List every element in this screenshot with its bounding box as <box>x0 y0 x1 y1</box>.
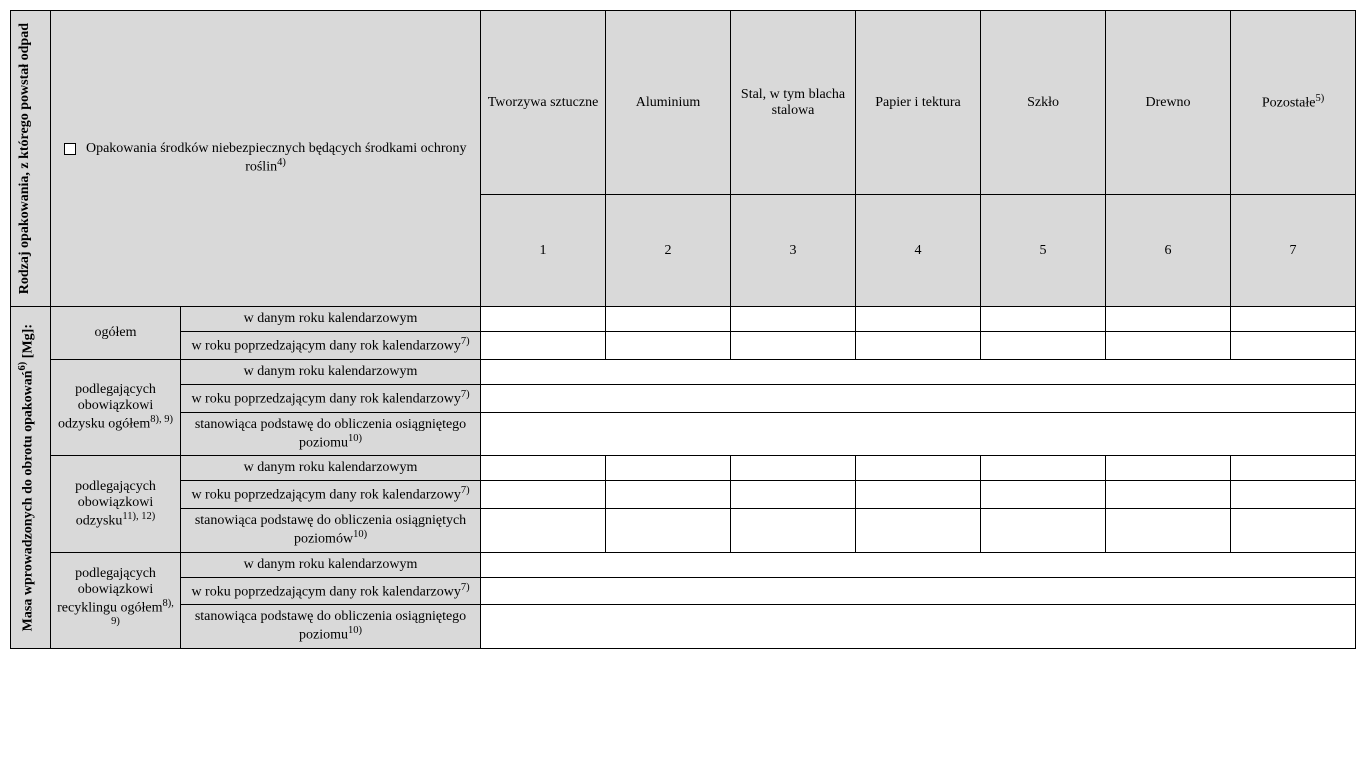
material-num-3: 3 <box>731 195 856 307</box>
material-num-5: 5 <box>981 195 1106 307</box>
period-label: w roku poprzedzającym dany rok kalendarz… <box>181 481 481 509</box>
material-header-6: Drewno <box>1106 11 1231 195</box>
material-header-4: Papier i tektura <box>856 11 981 195</box>
material-header-1: Tworzywa sztuczne <box>481 11 606 195</box>
data-cell-merged[interactable] <box>481 605 1356 649</box>
data-cell[interactable] <box>856 332 981 360</box>
group-label-recyklingu-ogolem: podlegających obowiązkowi recyklingu ogó… <box>51 552 181 648</box>
data-cell[interactable] <box>731 332 856 360</box>
side-header-packaging-type: Rodzaj opakowania, z którego powstał odp… <box>11 11 51 307</box>
data-cell-merged[interactable] <box>481 552 1356 577</box>
data-cell[interactable] <box>1106 508 1231 552</box>
checkbox-icon[interactable] <box>64 143 76 155</box>
title-sup: 4) <box>277 157 286 168</box>
data-cell-merged[interactable] <box>481 412 1356 456</box>
period-label: w danym roku kalendarzowym <box>181 552 481 577</box>
period-label: w danym roku kalendarzowym <box>181 307 481 332</box>
material-num-4: 4 <box>856 195 981 307</box>
data-cell[interactable] <box>606 456 731 481</box>
data-cell[interactable] <box>606 508 731 552</box>
data-cell[interactable] <box>856 508 981 552</box>
group-label-odzysku: podlegających obowiązkowi odzysku11), 12… <box>51 456 181 552</box>
material-num-6: 6 <box>1106 195 1231 307</box>
material-header-3: Stal, w tym blacha stalowa <box>731 11 856 195</box>
period-label: stanowiąca podstawę do obliczenia osiągn… <box>181 508 481 552</box>
material-header-7: Pozostałe5) <box>1231 11 1356 195</box>
side-header-mass: Masa wprowadzonych do obrotu opakowań6) … <box>11 307 51 649</box>
data-cell-merged[interactable] <box>481 359 1356 384</box>
data-cell[interactable] <box>856 481 981 509</box>
data-cell[interactable] <box>731 307 856 332</box>
data-cell[interactable] <box>481 332 606 360</box>
group-label-odzysku-ogolem: podlegających obowiązkowi odzysku ogółem… <box>51 359 181 455</box>
data-cell[interactable] <box>981 508 1106 552</box>
data-cell[interactable] <box>731 481 856 509</box>
period-label: w roku poprzedzającym dany rok kalendarz… <box>181 577 481 605</box>
material-header-2: Aluminium <box>606 11 731 195</box>
data-cell-merged[interactable] <box>481 577 1356 605</box>
data-cell[interactable] <box>981 307 1106 332</box>
data-cell[interactable] <box>1231 456 1356 481</box>
data-cell[interactable] <box>1231 481 1356 509</box>
data-cell[interactable] <box>481 307 606 332</box>
material-num-1: 1 <box>481 195 606 307</box>
data-cell[interactable] <box>481 481 606 509</box>
data-cell[interactable] <box>981 332 1106 360</box>
data-cell[interactable] <box>1231 332 1356 360</box>
data-cell[interactable] <box>606 307 731 332</box>
data-cell[interactable] <box>606 332 731 360</box>
data-cell[interactable] <box>1231 307 1356 332</box>
data-cell[interactable] <box>481 508 606 552</box>
period-label: stanowiąca podstawę do obliczenia osiągn… <box>181 605 481 649</box>
period-label: w roku poprzedzającym dany rok kalendarz… <box>181 332 481 360</box>
data-cell[interactable] <box>981 456 1106 481</box>
data-cell-merged[interactable] <box>481 384 1356 412</box>
group-label-ogolem: ogółem <box>51 307 181 360</box>
material-num-7: 7 <box>1231 195 1356 307</box>
data-cell[interactable] <box>1106 332 1231 360</box>
material-num-2: 2 <box>606 195 731 307</box>
period-label: stanowiąca podstawę do obliczenia osiągn… <box>181 412 481 456</box>
packaging-table: Rodzaj opakowania, z którego powstał odp… <box>10 10 1356 649</box>
data-cell[interactable] <box>1106 307 1231 332</box>
data-cell[interactable] <box>1106 456 1231 481</box>
period-label: w danym roku kalendarzowym <box>181 359 481 384</box>
data-cell[interactable] <box>856 456 981 481</box>
period-label: w roku poprzedzającym dany rok kalendarz… <box>181 384 481 412</box>
data-cell[interactable] <box>731 456 856 481</box>
data-cell[interactable] <box>606 481 731 509</box>
data-cell[interactable] <box>1231 508 1356 552</box>
data-cell[interactable] <box>981 481 1106 509</box>
data-cell[interactable] <box>856 307 981 332</box>
title-block: Opakowania środków niebezpiecznych będąc… <box>51 11 481 307</box>
material-header-5: Szkło <box>981 11 1106 195</box>
period-label: w danym roku kalendarzowym <box>181 456 481 481</box>
data-cell[interactable] <box>481 456 606 481</box>
data-cell[interactable] <box>1106 481 1231 509</box>
data-cell[interactable] <box>731 508 856 552</box>
